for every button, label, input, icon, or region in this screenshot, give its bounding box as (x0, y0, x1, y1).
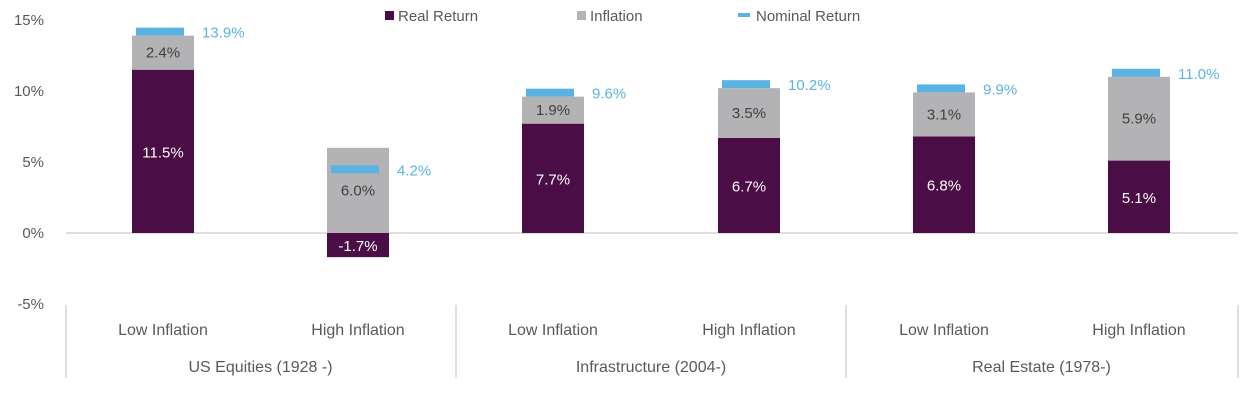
nominal-return-data-label: 9.9% (983, 81, 1017, 98)
inflation-bar (913, 92, 975, 137)
real-return-data-label: 11.5% (142, 144, 183, 161)
x-category-label: High Inflation (702, 322, 795, 339)
x-group-label: Infrastructure (2004-) (576, 359, 726, 376)
real-return-data-label: 5.1% (1122, 190, 1156, 207)
real-return-data-label: 7.7% (536, 171, 570, 188)
y-tick-label: 0% (22, 225, 44, 242)
real-return-data-label: -1.7% (338, 238, 377, 255)
y-tick-label: 15% (14, 12, 44, 29)
legend: Real Return Inflation Nominal Return (385, 8, 860, 25)
inflation-bar (522, 96, 584, 124)
legend-swatch-real-return (385, 11, 394, 20)
y-tick-label: -5% (17, 296, 44, 313)
inflation-bar (132, 35, 194, 70)
inflation-bar (718, 88, 780, 138)
x-category-label: Low Inflation (118, 322, 208, 339)
nominal-return-marker (1112, 68, 1160, 77)
legend-label-nominal-return: Nominal Return (756, 8, 860, 25)
nominal-return-marker (722, 80, 770, 89)
nominal-return-marker (526, 88, 574, 97)
real-return-bar (1108, 160, 1170, 233)
real-return-data-label: 6.8% (927, 178, 961, 195)
bars: 11.5% 2.4% 13.9% -1.7% 6.0% 4.2% 7.7% 1.9% 9.6% 6… (132, 25, 1219, 258)
nominal-return-marker (917, 84, 965, 93)
nominal-return-marker (136, 27, 184, 36)
x-category-label: High Inflation (311, 322, 404, 339)
real-return-bar (522, 123, 584, 233)
nominal-return-marker (331, 165, 379, 174)
legend-swatch-nominal-return (738, 13, 750, 17)
legend-label-inflation: Inflation (590, 8, 643, 25)
nominal-return-data-label: 10.2% (788, 77, 831, 94)
inflation-data-label: 3.5% (732, 105, 766, 122)
y-tick-label: 5% (22, 154, 44, 171)
x-category-label: High Inflation (1092, 322, 1185, 339)
inflation-data-label: 1.9% (536, 102, 570, 119)
real-return-data-label: 6.7% (732, 178, 766, 195)
real-return-bar (132, 69, 194, 233)
legend-label-real-return: Real Return (398, 8, 478, 25)
x-axis: Low Inflation High Inflation US Equities (… (65, 305, 1239, 378)
x-group-label: Real Estate (1978-) (972, 359, 1111, 376)
legend-swatch-inflation (577, 11, 586, 20)
x-group-label: US Equities (1928 -) (188, 359, 332, 376)
inflation-data-label: 2.4% (146, 45, 180, 62)
y-axis: 15% 10% 5% 0% -5% (14, 12, 1238, 313)
inflation-data-label: 3.1% (927, 106, 961, 123)
inflation-bar (1108, 76, 1170, 161)
real-return-bar (327, 233, 389, 258)
nominal-return-data-label: 13.9% (202, 25, 245, 42)
inflation-data-label: 6.0% (341, 182, 375, 199)
nominal-return-data-label: 4.2% (397, 162, 431, 179)
real-return-bar (718, 137, 780, 233)
x-category-label: Low Inflation (899, 322, 989, 339)
inflation-data-label: 5.9% (1122, 111, 1156, 128)
nominal-return-data-label: 9.6% (592, 86, 626, 103)
nominal-return-data-label: 11.0% (1178, 66, 1219, 83)
inflation-bar (327, 147, 389, 233)
x-category-label: Low Inflation (508, 322, 598, 339)
real-return-bar (913, 136, 975, 233)
y-tick-label: 10% (14, 83, 44, 100)
